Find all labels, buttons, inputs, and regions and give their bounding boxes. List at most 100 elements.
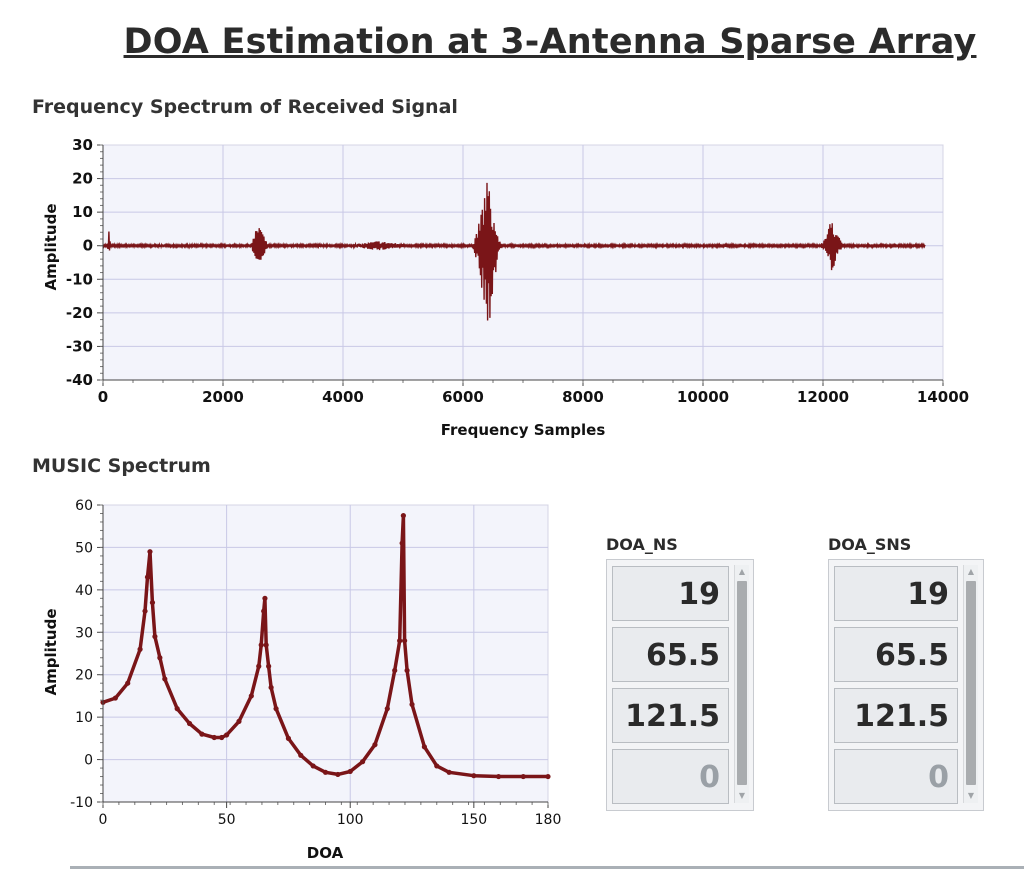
music-data-point bbox=[219, 734, 225, 741]
music-data-point bbox=[258, 642, 264, 648]
y-tick-label: -10 bbox=[70, 795, 93, 811]
music-data-point bbox=[248, 693, 254, 699]
music-data-point bbox=[256, 663, 262, 669]
scrollbar-thumb[interactable] bbox=[966, 581, 976, 785]
page-title: DOA Estimation at 3-Antenna Sparse Array bbox=[123, 22, 977, 62]
music-data-point bbox=[495, 773, 502, 780]
y-tick-label: -10 bbox=[66, 270, 93, 288]
spectrum-chart-title: Frequency Spectrum of Received Signal bbox=[32, 96, 458, 118]
music-data-point bbox=[142, 608, 148, 614]
y-tick-label: 50 bbox=[75, 540, 93, 556]
music-data-point bbox=[397, 638, 403, 644]
y-tick-label: 20 bbox=[72, 170, 93, 188]
music-data-point bbox=[273, 706, 279, 712]
doa-ns-cell[interactable]: 121.5 bbox=[612, 688, 729, 743]
x-tick-label: 14000 bbox=[917, 388, 969, 406]
y-tick-label: -40 bbox=[66, 371, 93, 389]
x-tick-label: 6000 bbox=[442, 388, 484, 406]
music-data-point bbox=[298, 752, 304, 758]
music-data-point bbox=[421, 744, 427, 750]
music-data-point bbox=[263, 642, 269, 648]
music-data-point bbox=[285, 735, 292, 741]
doa-ns-cell[interactable]: 0 bbox=[612, 749, 729, 804]
doa-ns-scrollbar[interactable]: ▲ ▼ bbox=[734, 565, 749, 803]
music-data-point bbox=[266, 663, 272, 669]
music-data-point bbox=[157, 655, 163, 661]
music-data-point bbox=[471, 773, 477, 779]
scroll-up-icon[interactable]: ▲ bbox=[738, 567, 746, 576]
doa-ns-cell[interactable]: 19 bbox=[612, 566, 729, 621]
x-tick-label: 100 bbox=[337, 812, 364, 828]
music-data-point bbox=[112, 695, 118, 701]
music-data-point bbox=[545, 773, 551, 780]
music-data-point bbox=[162, 676, 168, 682]
music-data-point bbox=[149, 599, 156, 606]
scrollbar-thumb[interactable] bbox=[737, 581, 747, 785]
doa-ns-array[interactable]: 19 65.5 121.5 0 ▲ ▼ bbox=[606, 559, 754, 811]
x-tick-label: 0 bbox=[99, 812, 108, 828]
y-tick-label: 60 bbox=[75, 498, 93, 514]
doa-sns-cell[interactable]: 121.5 bbox=[834, 688, 958, 743]
plot-area bbox=[102, 504, 549, 803]
music-data-point bbox=[261, 608, 267, 614]
doa-sns-array[interactable]: 19 65.5 121.5 0 ▲ ▼ bbox=[828, 559, 984, 811]
doa-sns-label: DOA_SNS bbox=[828, 535, 912, 554]
music-data-point bbox=[174, 706, 180, 712]
doa-sns-cell[interactable]: 0 bbox=[834, 749, 958, 804]
scroll-down-icon[interactable]: ▼ bbox=[738, 791, 746, 800]
music-data-point bbox=[446, 769, 452, 775]
doa-sns-scrollbar[interactable]: ▲ ▼ bbox=[963, 565, 978, 803]
music-data-point bbox=[211, 734, 217, 741]
music-data-point bbox=[399, 540, 405, 546]
doa-sns-cell[interactable]: 19 bbox=[834, 566, 958, 621]
bottom-divider bbox=[70, 866, 1024, 869]
music-data-point bbox=[322, 769, 329, 775]
y-axis-label: Amplitude bbox=[42, 203, 60, 290]
music-data-point bbox=[359, 759, 366, 765]
plot-area bbox=[102, 144, 944, 381]
x-tick-label: 150 bbox=[460, 812, 487, 828]
doa-ns-cell[interactable]: 65.5 bbox=[612, 627, 729, 682]
music-data-point bbox=[262, 595, 268, 601]
music-data-point bbox=[144, 574, 151, 580]
x-tick-label: 12000 bbox=[797, 388, 849, 406]
y-tick-label: 0 bbox=[83, 237, 93, 255]
music-data-point bbox=[404, 667, 410, 674]
x-tick-label: 4000 bbox=[322, 388, 364, 406]
music-series-line bbox=[102, 513, 548, 779]
music-data-point bbox=[335, 771, 341, 778]
music-data-point bbox=[520, 773, 526, 780]
y-tick-label: 30 bbox=[75, 625, 93, 641]
x-tick-label: 50 bbox=[218, 812, 236, 828]
x-tick-label: 8000 bbox=[562, 388, 604, 406]
music-data-point bbox=[384, 706, 390, 712]
music-data-point bbox=[125, 680, 131, 686]
x-tick-label: 0 bbox=[98, 388, 108, 406]
x-tick-label: 2000 bbox=[202, 388, 244, 406]
music-data-point bbox=[310, 763, 316, 769]
music-data-point bbox=[434, 763, 440, 769]
music-data-point bbox=[199, 731, 205, 737]
music-data-point bbox=[224, 732, 230, 738]
music-data-point bbox=[409, 701, 415, 708]
music-data-point bbox=[147, 549, 153, 555]
y-tick-label: -30 bbox=[66, 337, 93, 355]
music-data-point bbox=[137, 646, 143, 652]
x-tick-label: 180 bbox=[535, 812, 562, 828]
music-data-point bbox=[402, 638, 408, 644]
scroll-up-icon[interactable]: ▲ bbox=[967, 567, 975, 576]
music-data-point bbox=[347, 768, 353, 775]
scroll-down-icon[interactable]: ▼ bbox=[967, 791, 975, 800]
y-tick-label: 0 bbox=[84, 753, 93, 769]
music-data-point bbox=[236, 718, 242, 724]
doa-ns-label: DOA_NS bbox=[606, 535, 678, 554]
y-tick-label: 30 bbox=[72, 136, 93, 154]
spectrum-series-line bbox=[102, 182, 926, 321]
doa-sns-cell[interactable]: 65.5 bbox=[834, 627, 958, 682]
frequency-spectrum-chart: 0 2000 4000 6000 8000 10000 12000 140003020100-… bbox=[42, 136, 969, 439]
x-tick-label: 10000 bbox=[677, 388, 729, 406]
y-tick-label: 10 bbox=[75, 710, 93, 726]
music-data-point bbox=[372, 742, 378, 748]
music-data-point bbox=[392, 667, 398, 674]
